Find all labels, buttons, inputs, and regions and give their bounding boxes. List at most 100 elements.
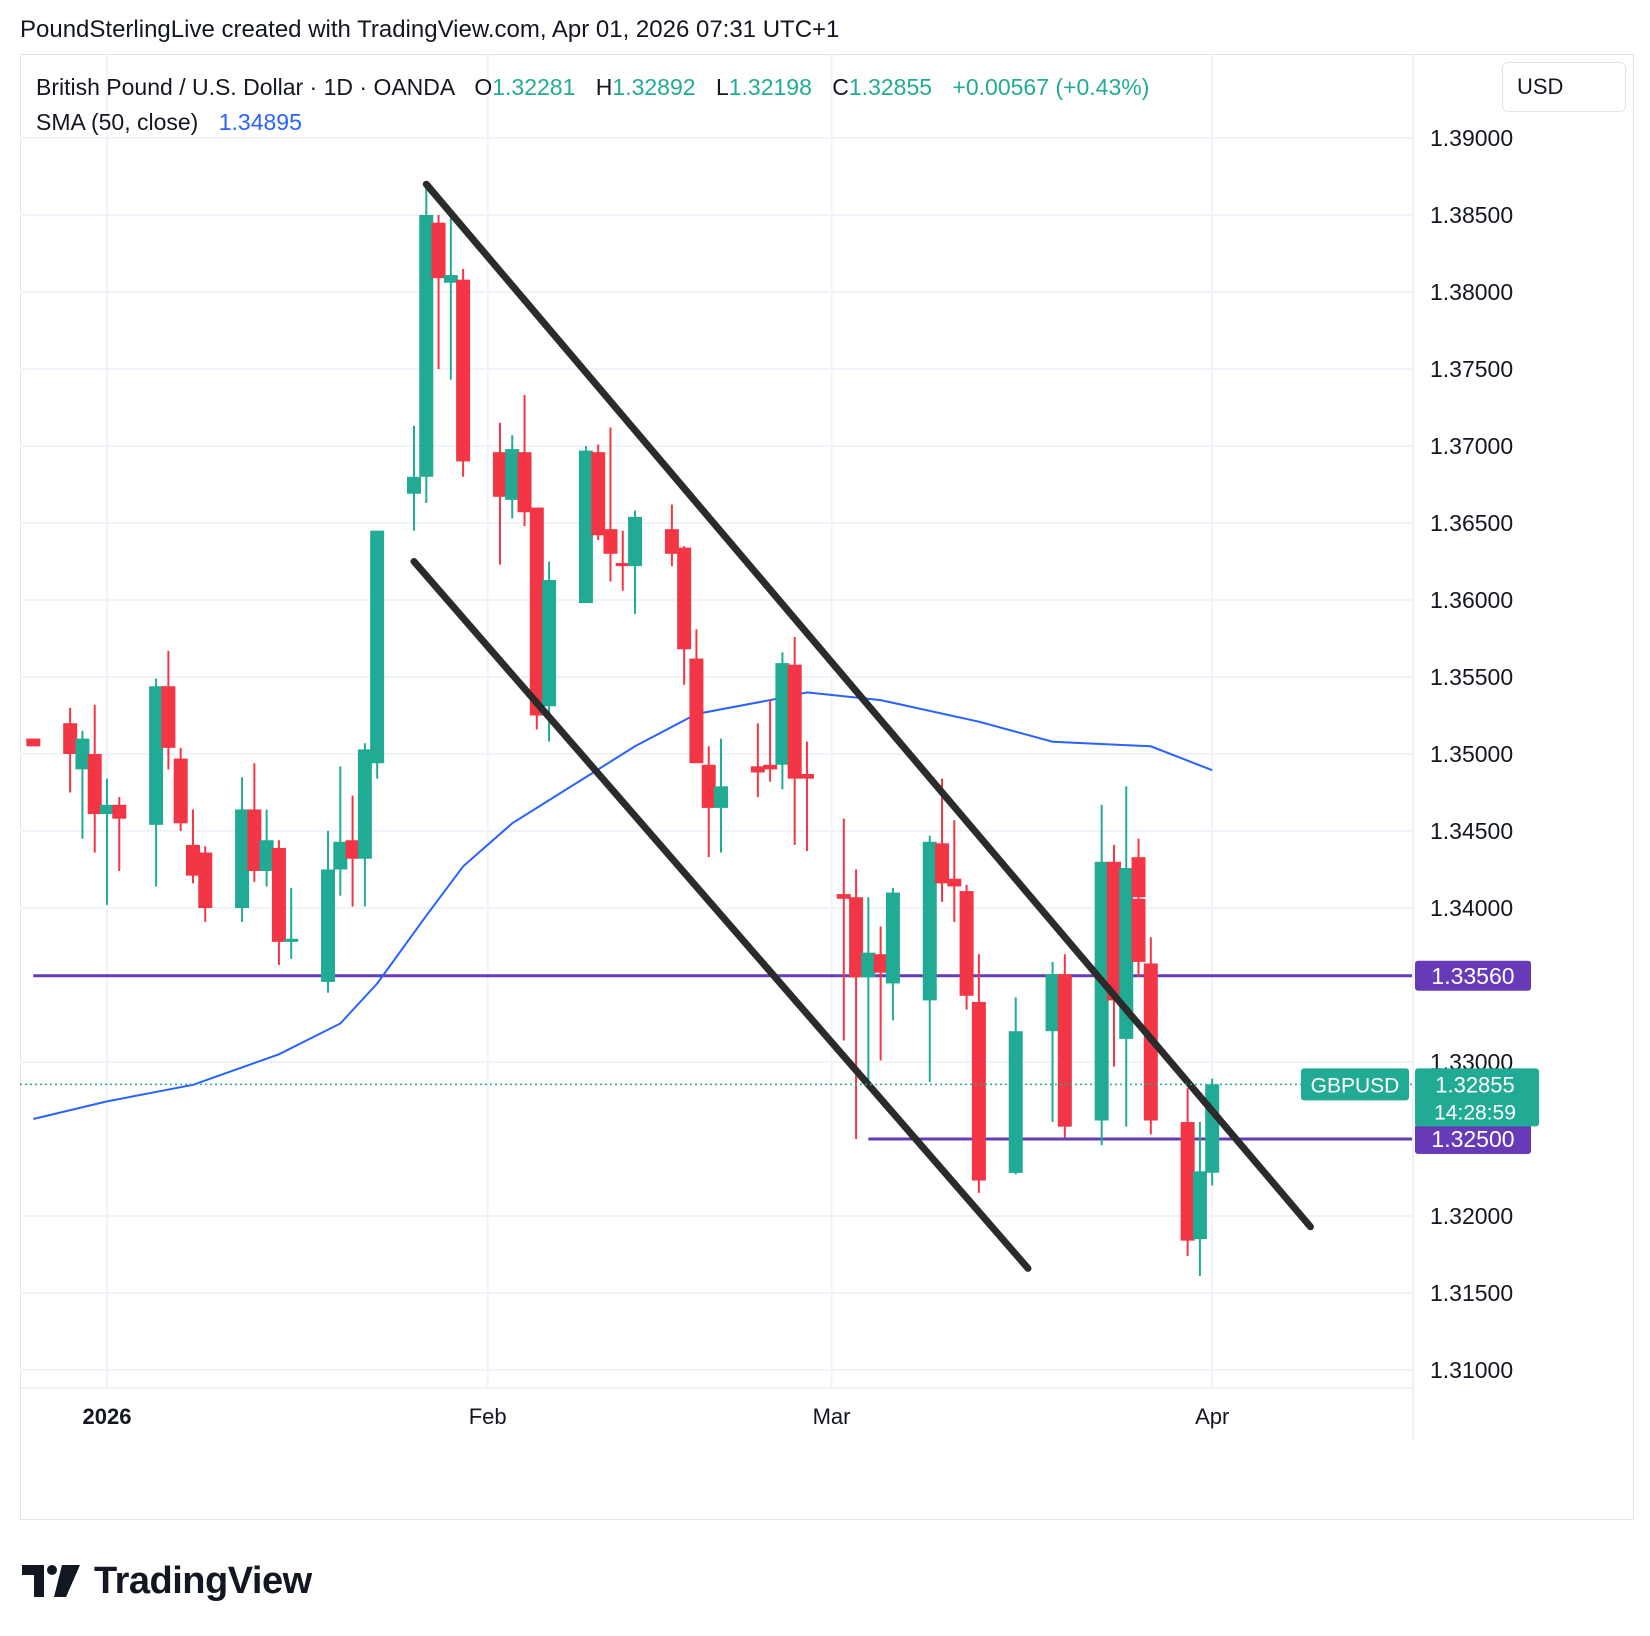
candle-body-down: [787, 664, 802, 779]
candle-body-up: [922, 841, 937, 1001]
last-price-label-bg: [1415, 1068, 1539, 1127]
y-tick-label: 1.31000: [1430, 1357, 1513, 1383]
low-value: 1.32198: [728, 74, 812, 100]
candle-body-down: [664, 529, 679, 554]
candle-body-up: [100, 804, 114, 815]
trend-line: [410, 558, 1032, 1272]
last-price-label: 1.32855: [1435, 1072, 1515, 1097]
candle-body-up: [885, 892, 900, 984]
change-value: +0.00567 (+0.43%): [952, 74, 1150, 100]
candle-body-down: [750, 766, 765, 773]
candle-body-down: [947, 878, 962, 887]
candle-body-up: [1008, 1031, 1023, 1173]
chart-legend: British Pound / U.S. Dollar · 1D · OANDA…: [36, 70, 1149, 140]
candle-body-down: [517, 452, 532, 513]
candle-body-up: [1045, 974, 1060, 1032]
candle-body-up: [628, 516, 643, 567]
sma-line: [33, 691, 1213, 1120]
candle-body-down: [1106, 861, 1121, 1001]
close-value: 1.32855: [848, 74, 933, 100]
open-value: 1.32281: [492, 74, 576, 100]
tradingview-logo: TradingView: [22, 1559, 312, 1603]
high-label: H: [595, 74, 613, 100]
candle-body-down: [1057, 974, 1072, 1127]
candle-body-down: [492, 452, 507, 497]
candle-body-down: [161, 686, 176, 748]
candle-body-down: [1131, 898, 1146, 962]
candle-body-up: [505, 449, 520, 500]
candle-body-up: [578, 450, 593, 604]
sma-legend-row: SMA (50, close) 1.34895: [36, 105, 1149, 140]
candle-body-up: [1192, 1171, 1207, 1240]
low-label: L: [715, 74, 729, 100]
candle-body-up: [775, 663, 790, 765]
candle-body-up: [714, 786, 728, 808]
y-tick-label: 1.35500: [1430, 664, 1513, 690]
x-tick-label: Apr: [1195, 1404, 1229, 1429]
y-tick-label: 1.37000: [1430, 433, 1513, 459]
candle-body-down: [1143, 963, 1158, 1015]
candle-body-up: [235, 809, 250, 908]
sma-value: 1.34895: [218, 109, 302, 135]
candle-body-down: [247, 809, 262, 872]
ohlc-legend-row: British Pound / U.S. Dollar · 1D · OANDA…: [36, 70, 1149, 105]
candle-body-down: [849, 897, 864, 978]
tradingview-logo-text: TradingView: [94, 1559, 312, 1602]
y-tick-label: 1.35000: [1430, 741, 1513, 767]
y-tick-label: 1.38500: [1430, 202, 1513, 228]
candle-body-up: [75, 738, 90, 770]
bar-countdown-label: 14:28:59: [1434, 1101, 1516, 1124]
level-price-label-bg: [1415, 1124, 1531, 1154]
candle-body-up: [419, 215, 434, 477]
currency-selector[interactable]: USD: [1502, 62, 1626, 112]
sma-label: SMA (50, close): [36, 109, 199, 135]
candle-body-up: [1119, 867, 1134, 1039]
trend-line: [422, 180, 1314, 1231]
candle-body-up: [321, 869, 336, 982]
candle-body-up: [333, 841, 348, 870]
symbol-tag: GBPUSD: [1311, 1074, 1400, 1097]
open-label: O: [474, 74, 493, 100]
candle-body-down: [603, 529, 618, 554]
candle-body-down: [271, 847, 286, 942]
candle-body-down: [799, 774, 814, 779]
y-tick-label: 1.34500: [1430, 818, 1513, 844]
candle-body-down: [959, 891, 974, 996]
candle-body-down: [677, 547, 692, 650]
close-label: C: [832, 74, 849, 100]
candle-body-down: [456, 279, 471, 462]
candle-body-up: [1205, 1084, 1220, 1173]
x-tick-label: Feb: [469, 1404, 507, 1429]
candle-body-up: [357, 749, 372, 859]
candle-body-up: [370, 530, 385, 764]
x-tick-label: Mar: [813, 1404, 851, 1429]
candle-body-up: [1094, 861, 1109, 1121]
y-tick-label: 1.36000: [1430, 587, 1513, 613]
candle-body-down: [615, 563, 630, 567]
candle-body-down: [87, 754, 102, 815]
tradingview-logo-icon: [22, 1565, 80, 1597]
symbol-tag-bg: [1301, 1068, 1409, 1101]
candle-body-down: [63, 723, 78, 754]
candle-body-down: [185, 844, 200, 876]
candle-body-up: [284, 938, 299, 942]
candle-body-down: [431, 222, 446, 279]
candlestick-chart[interactable]: 1.39000 1.38500 1.38000 1.37500 1.37000 1.365…: [0, 0, 1650, 1540]
candle-body-up: [443, 275, 458, 283]
y-tick-label: 1.38000: [1430, 279, 1513, 305]
candle-body-up: [259, 840, 274, 872]
x-tick-label: 2026: [83, 1404, 132, 1429]
candle-body-down: [26, 738, 41, 747]
y-tick-label: 1.31500: [1430, 1280, 1513, 1306]
candle-body-up: [542, 579, 557, 707]
candle-body-down: [935, 843, 950, 884]
y-tick-label: 1.32000: [1430, 1203, 1513, 1229]
candle-body-down: [112, 804, 127, 819]
candle-body-down: [173, 758, 188, 824]
candle-body-down: [591, 452, 606, 536]
y-tick-label: 1.34000: [1430, 895, 1513, 921]
candle-body-down: [873, 954, 888, 973]
candle-body-down: [345, 840, 360, 859]
candle-body-down: [689, 658, 704, 764]
candle-body-down: [971, 1001, 986, 1181]
